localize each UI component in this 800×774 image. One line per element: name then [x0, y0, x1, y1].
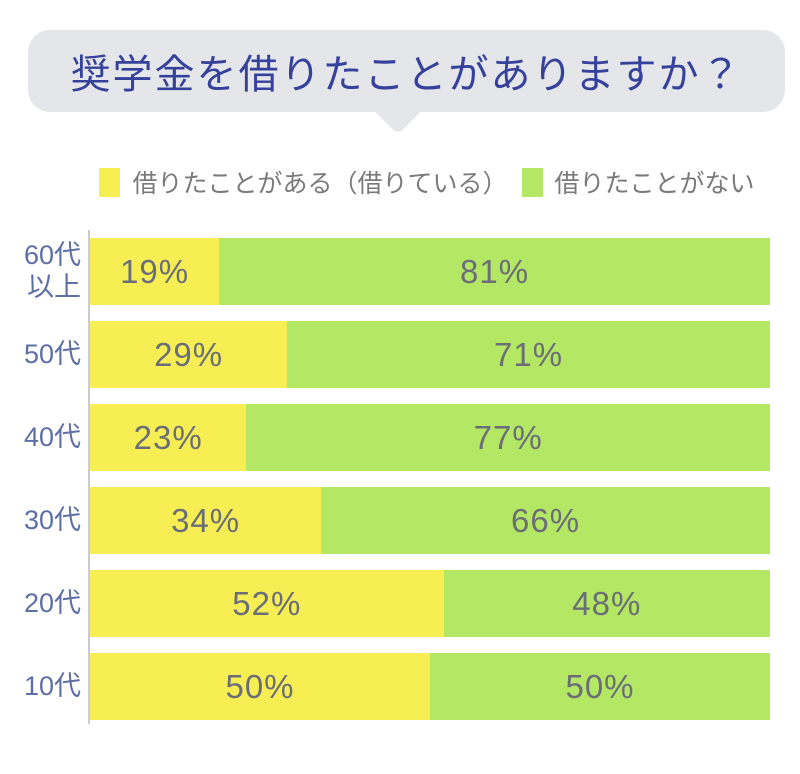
bar-segment-not-borrowed: 77%: [246, 404, 770, 471]
legend-item-not-borrowed: 借りたことがない: [521, 164, 755, 200]
category-label: 20代: [23, 587, 81, 618]
chart-row: 30代 34% 66%: [0, 487, 800, 554]
legend-swatch-green-icon: [521, 167, 543, 197]
legend-label-borrowed: 借りたことがある（借りている）: [132, 170, 508, 198]
bar-segment-not-borrowed: 81%: [219, 238, 770, 305]
category-label: 50代: [23, 338, 81, 369]
page-title: 奨学金を借りたことがありますか？: [70, 53, 743, 97]
chart-rows: 60代 以上 19% 81% 50代 29% 71% 40代 23% 77% 30代 34% 66% 2…: [0, 230, 800, 720]
category-label: 30代: [23, 504, 81, 535]
bar-segment-not-borrowed: 48%: [443, 570, 770, 637]
bar-segment-not-borrowed: 50%: [430, 653, 770, 720]
bar-segment-borrowed: 29%: [90, 321, 288, 388]
bar-value-label: 34%: [171, 501, 241, 539]
stacked-bar: 34% 66%: [90, 487, 770, 554]
bar-value-label: 29%: [154, 335, 224, 373]
chart-row: 10代 50% 50%: [0, 653, 800, 720]
bar-segment-borrowed: 50%: [90, 653, 430, 720]
bar-value-label: 71%: [494, 335, 564, 373]
bar-value-label: 19%: [120, 252, 190, 290]
chart-row: 50代 29% 71%: [0, 321, 800, 388]
chart-row: 40代 23% 77%: [0, 404, 800, 471]
chart-row: 20代 52% 48%: [0, 570, 800, 637]
category-label: 10代: [23, 670, 81, 701]
stacked-bar: 23% 77%: [90, 404, 770, 471]
bar-segment-borrowed: 19%: [90, 238, 220, 305]
bar-value-label: 50%: [225, 667, 295, 705]
title-bubble: 奨学金を借りたことがありますか？: [28, 30, 785, 135]
bar-segment-borrowed: 34%: [90, 487, 322, 554]
stacked-bar: 52% 48%: [90, 570, 770, 637]
bar-value-label: 52%: [232, 584, 302, 622]
legend: 借りたことがある（借りている） 借りたことがない: [0, 164, 800, 200]
bar-segment-not-borrowed: 71%: [287, 321, 770, 388]
bar-value-label: 50%: [565, 667, 635, 705]
chart-row: 60代 以上 19% 81%: [0, 238, 800, 305]
bar-value-label: 81%: [460, 252, 530, 290]
bar-segment-borrowed: 23%: [90, 404, 247, 471]
legend-label-not-borrowed: 借りたことがない: [554, 170, 755, 198]
bar-chart: 60代 以上 19% 81% 50代 29% 71% 40代 23% 77% 30代 34% 66% 2…: [0, 230, 800, 736]
bar-segment-borrowed: 52%: [90, 570, 444, 637]
bar-value-label: 66%: [511, 501, 581, 539]
stacked-bar: 29% 71%: [90, 321, 770, 388]
stacked-bar: 50% 50%: [90, 653, 770, 720]
stacked-bar: 19% 81%: [90, 238, 770, 305]
bar-value-label: 23%: [133, 418, 203, 456]
y-axis-line: [88, 230, 90, 724]
legend-swatch-yellow-icon: [99, 167, 121, 197]
legend-item-borrowed: 借りたことがある（借りている）: [99, 164, 508, 200]
bar-value-label: 77%: [473, 418, 543, 456]
bar-segment-not-borrowed: 66%: [321, 487, 770, 554]
bar-value-label: 48%: [572, 584, 642, 622]
category-label: 40代: [23, 421, 81, 452]
category-label: 60代 以上: [23, 240, 81, 302]
